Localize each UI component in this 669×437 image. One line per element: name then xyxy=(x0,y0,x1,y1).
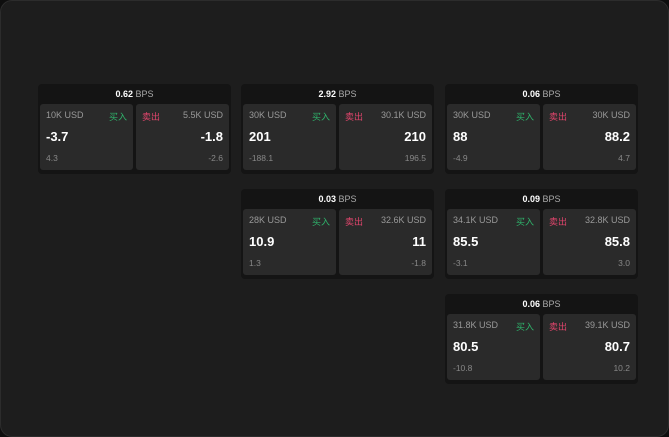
buy-panel[interactable]: 10K USD 买入 -3.7 4.3 xyxy=(40,104,133,170)
spread-header: 0.09 BPS xyxy=(445,189,638,209)
spread-unit: BPS xyxy=(542,89,561,99)
buy-panel[interactable]: 31.8K USD 买入 80.5 -10.8 xyxy=(447,314,540,380)
spread-header: 0.62 BPS xyxy=(38,84,231,104)
ask-price: -1.8 xyxy=(200,129,223,144)
quote-card: 2.92 BPS 30K USD 买入 201 -188.1 卖出 30.1K … xyxy=(241,84,434,174)
bid-price: 85.5 xyxy=(453,234,479,249)
buy-panel[interactable]: 30K USD 买入 201 -188.1 xyxy=(243,104,336,170)
sell-panel[interactable]: 卖出 30.1K USD 210 196.5 xyxy=(339,104,432,170)
sell-panel[interactable]: 卖出 39.1K USD 80.7 10.2 xyxy=(543,314,636,380)
spread-unit: BPS xyxy=(135,89,154,99)
bid-change: -3.1 xyxy=(453,258,468,268)
buy-label: 买入 xyxy=(311,112,330,122)
quote-card: 0.06 BPS 30K USD 买入 88 -4.9 卖出 30K USD 8… xyxy=(445,84,638,174)
ask-price: 210 xyxy=(404,129,426,144)
ask-price: 80.7 xyxy=(604,339,630,354)
quote-card: 0.03 BPS 28K USD 买入 10.9 1.3 卖出 32.6K US… xyxy=(241,189,434,279)
spread-value: 0.03 xyxy=(318,194,336,204)
sell-label: 卖出 xyxy=(345,112,364,122)
bid-change: -10.8 xyxy=(453,363,473,373)
ask-change: 10.2 xyxy=(613,363,630,373)
spread-header: 2.92 BPS xyxy=(241,84,434,104)
spread-header: 0.03 BPS xyxy=(241,189,434,209)
buy-label: 买入 xyxy=(515,217,534,227)
spread-value: 2.92 xyxy=(318,89,336,99)
bid-price: 80.5 xyxy=(453,339,479,354)
sell-panel[interactable]: 卖出 30K USD 88.2 4.7 xyxy=(543,104,636,170)
buy-panel[interactable]: 30K USD 买入 88 -4.9 xyxy=(447,104,540,170)
buy-label: 买入 xyxy=(108,112,127,122)
sell-label: 卖出 xyxy=(142,112,161,122)
sell-label: 卖出 xyxy=(549,112,568,122)
spread-header: 0.06 BPS xyxy=(445,294,638,314)
bid-change: 1.3 xyxy=(249,258,261,268)
buy-panel[interactable]: 28K USD 买入 10.9 1.3 xyxy=(243,209,336,275)
sell-label: 卖出 xyxy=(549,322,568,332)
buy-label: 买入 xyxy=(311,217,330,227)
spread-value: 0.06 xyxy=(522,299,540,309)
spread-value: 0.09 xyxy=(522,194,540,204)
ask-change: -2.6 xyxy=(208,153,223,163)
ask-change: 4.7 xyxy=(618,153,630,163)
sell-panel[interactable]: 卖出 32.8K USD 85.8 3.0 xyxy=(543,209,636,275)
spread-unit: BPS xyxy=(338,194,357,204)
ask-price: 11 xyxy=(412,234,426,249)
bid-price: 88 xyxy=(453,129,468,144)
ask-size: 32.6K USD xyxy=(380,215,426,225)
bid-size: 34.1K USD xyxy=(453,215,499,225)
spread-header: 0.06 BPS xyxy=(445,84,638,104)
bid-size: 30K USD xyxy=(453,110,491,120)
bid-change: 4.3 xyxy=(46,153,58,163)
bid-price: -3.7 xyxy=(46,129,69,144)
spread-unit: BPS xyxy=(542,299,561,309)
ask-price: 85.8 xyxy=(604,234,630,249)
ask-change: 3.0 xyxy=(618,258,630,268)
quote-card: 0.09 BPS 34.1K USD 买入 85.5 -3.1 卖出 32.8K… xyxy=(445,189,638,279)
sell-panel[interactable]: 卖出 5.5K USD -1.8 -2.6 xyxy=(136,104,229,170)
spread-unit: BPS xyxy=(542,194,561,204)
buy-label: 买入 xyxy=(515,112,534,122)
buy-panel[interactable]: 34.1K USD 买入 85.5 -3.1 xyxy=(447,209,540,275)
ask-size: 39.1K USD xyxy=(584,320,630,330)
ask-size: 30.1K USD xyxy=(380,110,426,120)
spread-value: 0.62 xyxy=(115,89,133,99)
quote-card: 0.06 BPS 31.8K USD 买入 80.5 -10.8 卖出 39.1… xyxy=(445,294,638,384)
bid-size: 10K USD xyxy=(46,110,84,120)
ask-change: 196.5 xyxy=(404,153,426,163)
bid-change: -188.1 xyxy=(249,153,274,163)
bid-size: 28K USD xyxy=(249,215,287,225)
ask-price: 88.2 xyxy=(604,129,630,144)
ask-size: 32.8K USD xyxy=(584,215,630,225)
sell-label: 卖出 xyxy=(345,217,364,227)
buy-label: 买入 xyxy=(515,322,534,332)
ask-size: 5.5K USD xyxy=(182,110,223,120)
ask-change: -1.8 xyxy=(411,258,426,268)
bid-price: 10.9 xyxy=(249,234,275,249)
quote-card: 0.62 BPS 10K USD 买入 -3.7 4.3 卖出 5.5K USD… xyxy=(38,84,231,174)
sell-label: 卖出 xyxy=(549,217,568,227)
bid-change: -4.9 xyxy=(453,153,468,163)
bid-size: 31.8K USD xyxy=(453,320,499,330)
bid-size: 30K USD xyxy=(249,110,287,120)
spread-value: 0.06 xyxy=(522,89,540,99)
ask-size: 30K USD xyxy=(592,110,630,120)
bid-price: 201 xyxy=(249,129,271,144)
spread-unit: BPS xyxy=(338,89,357,99)
sell-panel[interactable]: 卖出 32.6K USD 11 -1.8 xyxy=(339,209,432,275)
